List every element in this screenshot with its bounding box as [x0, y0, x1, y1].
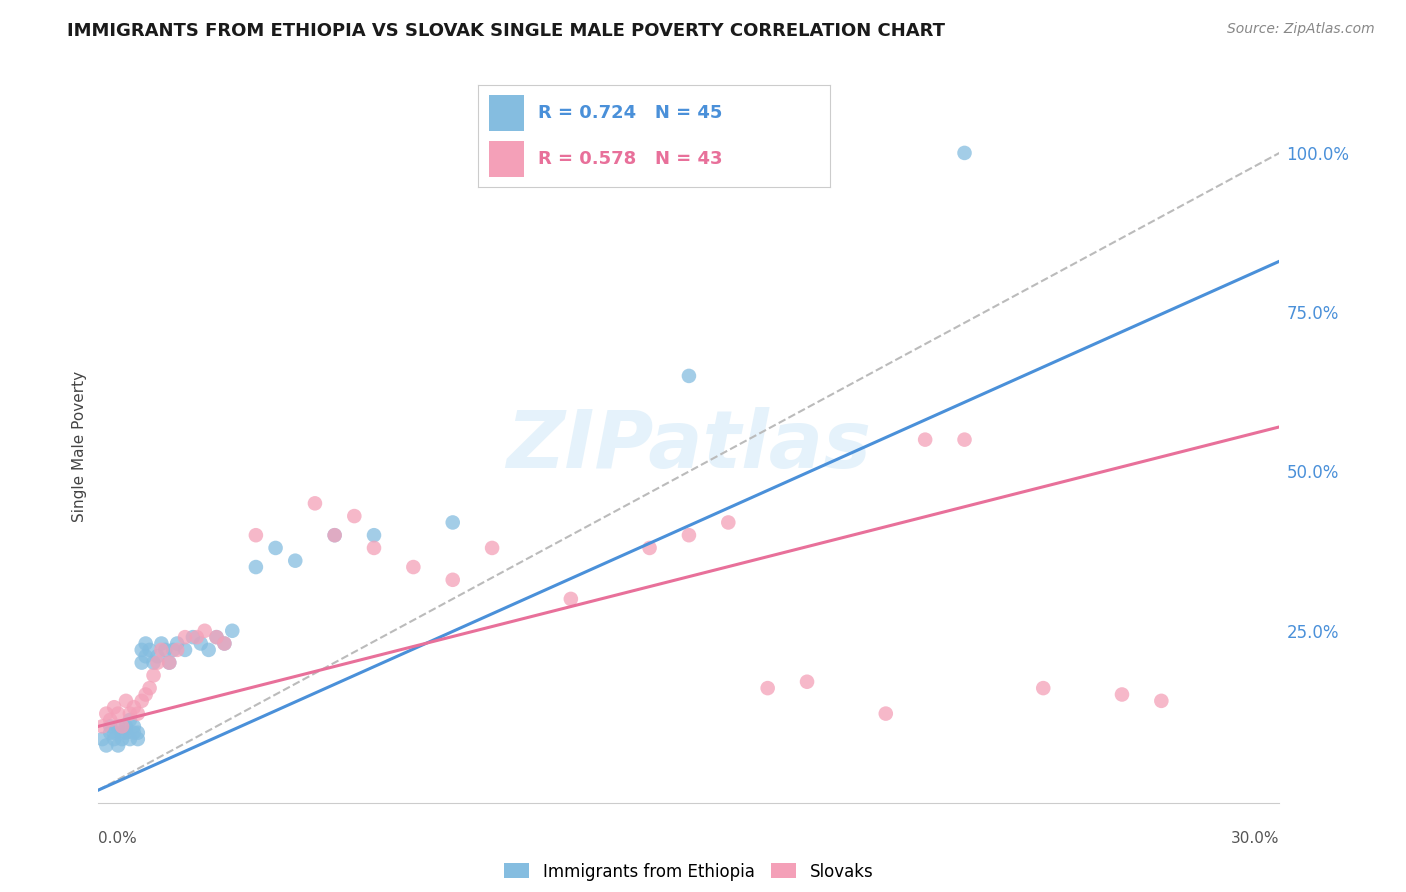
Y-axis label: Single Male Poverty: Single Male Poverty: [72, 370, 87, 522]
Point: [111, 732, 134, 747]
Point: [131, 656, 153, 670]
Point: [678, 368, 700, 383]
Point: [914, 433, 936, 447]
Point: [122, 700, 145, 714]
Point: [1150, 694, 1173, 708]
Point: [98, 719, 121, 733]
Point: [756, 681, 779, 695]
Point: [245, 560, 267, 574]
Point: [214, 636, 236, 650]
Point: [118, 732, 141, 747]
Point: [142, 668, 165, 682]
Bar: [489, 95, 524, 131]
Point: [875, 706, 897, 721]
Point: [343, 509, 366, 524]
Point: [107, 739, 129, 753]
Point: [638, 541, 661, 555]
Point: [441, 516, 464, 530]
Point: [115, 719, 138, 733]
Bar: [489, 141, 524, 177]
Point: [197, 643, 219, 657]
Point: [481, 541, 503, 555]
Point: [264, 541, 287, 555]
Point: [214, 636, 236, 650]
Point: [135, 636, 157, 650]
Point: [138, 681, 160, 695]
Point: [166, 636, 188, 650]
Point: [107, 706, 129, 721]
Point: [953, 145, 976, 160]
Point: [205, 630, 228, 644]
Point: [560, 591, 582, 606]
Point: [98, 725, 121, 739]
Point: [103, 732, 125, 747]
Point: [1032, 681, 1054, 695]
Point: [118, 713, 141, 727]
Legend: Immigrants from Ethiopia, Slovaks: Immigrants from Ethiopia, Slovaks: [498, 856, 880, 888]
Point: [304, 496, 326, 510]
Point: [150, 636, 173, 650]
Text: ZIPatlas: ZIPatlas: [506, 407, 872, 485]
Point: [162, 643, 184, 657]
Point: [174, 630, 197, 644]
Point: [441, 573, 464, 587]
Point: [205, 630, 228, 644]
Point: [146, 656, 169, 670]
Point: [96, 706, 118, 721]
Point: [91, 732, 114, 747]
Point: [181, 630, 204, 644]
Point: [131, 643, 153, 657]
Point: [138, 643, 160, 657]
Point: [190, 636, 212, 650]
Point: [135, 649, 157, 664]
Point: [122, 719, 145, 733]
Text: R = 0.578   N = 43: R = 0.578 N = 43: [538, 150, 723, 168]
Point: [402, 560, 425, 574]
Text: IMMIGRANTS FROM ETHIOPIA VS SLOVAK SINGLE MALE POVERTY CORRELATION CHART: IMMIGRANTS FROM ETHIOPIA VS SLOVAK SINGL…: [67, 22, 945, 40]
Point: [91, 719, 114, 733]
Point: [717, 516, 740, 530]
Point: [155, 643, 177, 657]
Point: [103, 700, 125, 714]
Point: [131, 694, 153, 708]
Point: [166, 643, 188, 657]
Point: [127, 725, 149, 739]
Point: [186, 630, 208, 644]
Point: [323, 528, 346, 542]
Point: [122, 725, 145, 739]
Point: [107, 719, 129, 733]
Point: [103, 725, 125, 739]
Point: [146, 649, 169, 664]
Point: [221, 624, 243, 638]
Point: [284, 554, 307, 568]
Point: [157, 656, 180, 670]
Point: [245, 528, 267, 542]
Point: [142, 656, 165, 670]
Point: [111, 725, 134, 739]
Point: [98, 713, 121, 727]
Point: [174, 643, 197, 657]
Point: [363, 528, 385, 542]
Point: [118, 706, 141, 721]
Text: 0.0%: 0.0%: [98, 831, 138, 846]
Point: [135, 688, 157, 702]
Text: R = 0.724   N = 45: R = 0.724 N = 45: [538, 104, 723, 122]
Point: [363, 541, 385, 555]
Point: [953, 433, 976, 447]
Point: [796, 674, 818, 689]
Point: [96, 739, 118, 753]
Text: 30.0%: 30.0%: [1232, 831, 1279, 846]
Point: [127, 706, 149, 721]
Point: [678, 528, 700, 542]
Point: [157, 656, 180, 670]
Point: [1111, 688, 1133, 702]
Point: [194, 624, 217, 638]
Text: Source: ZipAtlas.com: Source: ZipAtlas.com: [1227, 22, 1375, 37]
Point: [127, 732, 149, 747]
Point: [150, 643, 173, 657]
Point: [323, 528, 346, 542]
Point: [115, 694, 138, 708]
Point: [111, 719, 134, 733]
Point: [115, 725, 138, 739]
